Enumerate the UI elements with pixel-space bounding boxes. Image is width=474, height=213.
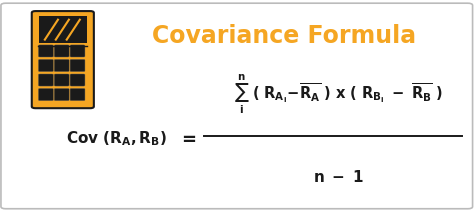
FancyBboxPatch shape [70, 59, 85, 72]
FancyBboxPatch shape [70, 74, 85, 86]
FancyBboxPatch shape [1, 3, 473, 209]
FancyBboxPatch shape [55, 89, 69, 101]
FancyBboxPatch shape [38, 74, 53, 86]
Text: $\mathbf{n\ -\ 1}$: $\mathbf{n\ -\ 1}$ [313, 169, 365, 185]
FancyBboxPatch shape [38, 45, 53, 57]
FancyBboxPatch shape [55, 74, 69, 86]
FancyBboxPatch shape [70, 89, 85, 101]
FancyBboxPatch shape [32, 11, 94, 108]
FancyBboxPatch shape [55, 45, 69, 57]
FancyBboxPatch shape [38, 59, 53, 72]
Text: $\mathbf{\sum_{i}^{n}\ (\ R_{A_i}\!-\!\overline{R_A}\ )\ x\ (\ R_{B_i}\ -\ \over: $\mathbf{\sum_{i}^{n}\ (\ R_{A_i}\!-\!\o… [235, 73, 443, 116]
Text: $\mathbf{Cov\ (R_A,R_B)}$: $\mathbf{Cov\ (R_A,R_B)}$ [65, 129, 167, 148]
FancyBboxPatch shape [70, 45, 85, 57]
FancyBboxPatch shape [39, 16, 87, 43]
Text: $\mathbf{=}$: $\mathbf{=}$ [178, 130, 197, 147]
FancyBboxPatch shape [38, 89, 53, 101]
FancyBboxPatch shape [55, 59, 69, 72]
Text: Covariance Formula: Covariance Formula [152, 24, 417, 48]
